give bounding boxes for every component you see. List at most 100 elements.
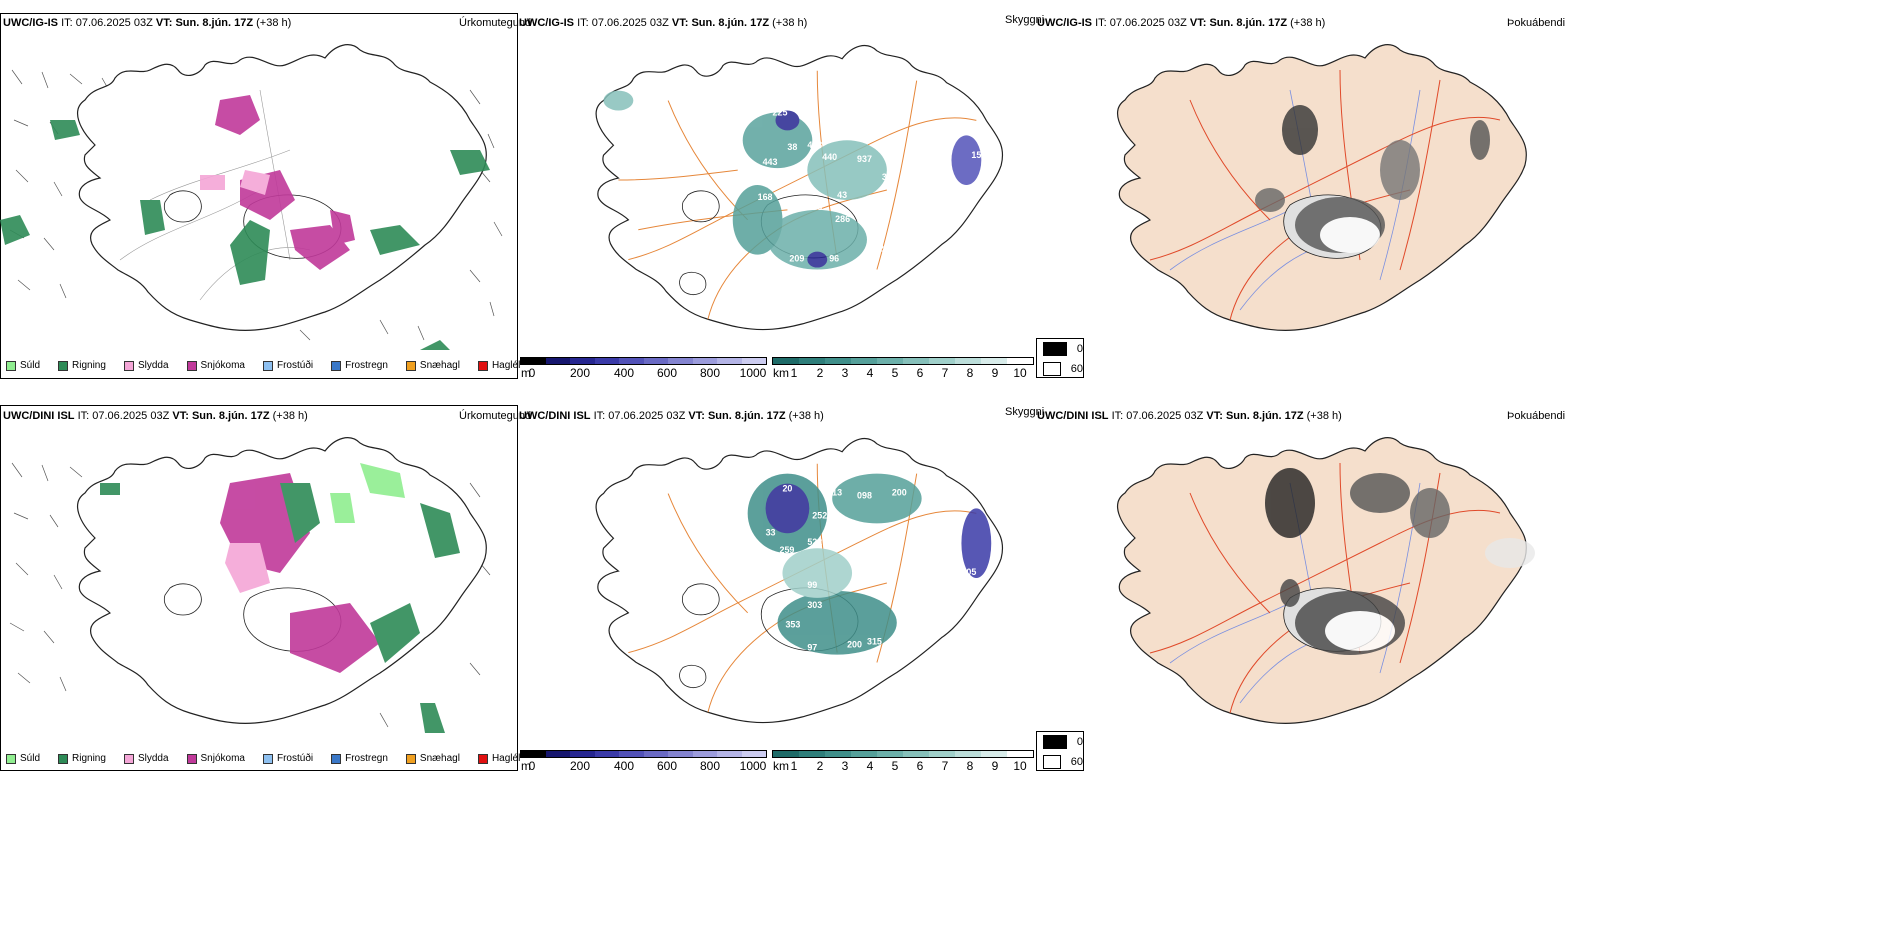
it-value: 07.06.2025 03Z <box>591 17 669 29</box>
precip-legend-bottom: Súld Rigning Slydda Snjókoma Frostúði Fr… <box>6 753 532 764</box>
vis-label: 168 <box>758 192 773 202</box>
colorbar-cells <box>772 357 1034 365</box>
vis-label: 252 <box>812 510 827 520</box>
colorbar-tick: 10 <box>1013 366 1027 380</box>
legend-label: Frostregn <box>345 753 388 764</box>
panel-header-top-2: UWC/IG-IS IT: 07.06.2025 03Z VT: Sun. 8.… <box>519 17 807 30</box>
legend-item: Frostúði <box>262 753 313 764</box>
legend-label: Frostúði <box>276 360 314 371</box>
legend-swatch <box>58 360 69 371</box>
model-name: UWC/IG-IS <box>519 17 574 29</box>
vis-label: 72 <box>852 565 862 575</box>
vis-label: 440 <box>822 152 837 162</box>
lead-time: (+38 h) <box>772 17 808 29</box>
it-label: IT: <box>593 410 606 422</box>
fog-map-top <box>1116 44 1527 331</box>
legend-swatch <box>477 753 488 764</box>
colorbar-unit: m <box>521 759 531 773</box>
legend-item: Slydda <box>123 753 169 764</box>
colorbar-tick: 3 <box>841 366 849 380</box>
colorbar-tick: 8 <box>966 759 974 773</box>
vt-value: Sun. 8.jún. 17Z <box>191 410 270 422</box>
vis-colorbar-km-top: km 1 2 3 4 5 6 7 8 9 10 <box>772 357 1034 380</box>
vt-label: VT: <box>671 17 689 29</box>
colorbar-tick: 8 <box>966 366 974 380</box>
vis-label: 99 <box>807 580 817 590</box>
vis-label: 286 <box>835 214 850 224</box>
colorbar-tick: 5 <box>891 759 899 773</box>
fog-legend-top: 0 60 <box>1036 338 1084 378</box>
colorbar-tick: 10 <box>1013 759 1027 773</box>
legend-label: Slydda <box>137 753 169 764</box>
panel-title-precip-bottom: Úrkomutegund <box>459 410 532 422</box>
colorbar-tick: 7 <box>941 366 949 380</box>
panel-header-bottom-3: UWC/DINI ISL IT: 07.06.2025 03Z VT: Sun.… <box>1037 410 1342 423</box>
vis-label: 152 <box>971 150 986 160</box>
legend-item: Haglél <box>477 753 520 764</box>
vis-label: 73 <box>812 202 822 212</box>
vis-label: 78 <box>743 313 753 323</box>
vis-label: 443 <box>763 157 778 167</box>
legend-swatch <box>1043 362 1061 376</box>
precip-type-map-top <box>0 44 503 350</box>
legend-item: Snæhagl <box>405 753 460 764</box>
vis-label: 88 <box>922 484 932 494</box>
legend-item: Snjókoma <box>186 360 245 371</box>
vt-label: VT: <box>1206 410 1223 422</box>
colorbar-unit: km <box>773 759 789 773</box>
lead-time: (+38 h) <box>1290 17 1326 29</box>
model-name: UWC/IG-IS <box>3 17 58 29</box>
legend-label: 0 <box>1076 736 1083 748</box>
legend-row: 60 <box>1037 359 1083 379</box>
colorbar-unit: km <box>773 366 789 380</box>
vis-label: 441 <box>935 523 950 533</box>
legend-swatch <box>1043 342 1067 356</box>
visibility-map-top: 225 38 418 443 440 937 344 168 73 43 286… <box>595 44 1004 331</box>
legend-label: Frostregn <box>345 360 388 371</box>
panel-header-top-3: UWC/IG-IS IT: 07.06.2025 03Z VT: Sun. 8.… <box>1037 17 1325 30</box>
vis-label: 152 <box>857 212 872 222</box>
it-value: 07.06.2025 03Z <box>1126 410 1204 422</box>
legend-label: Snjókoma <box>200 753 245 764</box>
lead-time: (+38 h) <box>1306 410 1342 422</box>
legend-label: Snjókoma <box>200 360 245 371</box>
legend-swatch <box>1043 735 1067 749</box>
it-value: 07.06.2025 03Z <box>75 17 153 29</box>
vt-value: Sun. 8.jún. 17Z <box>1209 17 1288 29</box>
colorbar-tick: 200 <box>569 759 591 773</box>
legend-item: Frostregn <box>331 360 388 371</box>
vis-label: 303 <box>807 600 822 610</box>
it-label: IT: <box>1111 410 1124 422</box>
colorbar-tick: 1000 <box>739 759 767 773</box>
colorbar-tick: 1000 <box>739 366 767 380</box>
legend-swatch <box>123 360 134 371</box>
legend-swatch <box>123 753 134 764</box>
model-name: UWC/DINI ISL <box>519 410 591 422</box>
legend-swatch <box>262 360 273 371</box>
vis-label: 204 <box>879 244 894 254</box>
colorbar-cells <box>520 750 767 758</box>
colorbar-tick: 5 <box>891 366 899 380</box>
legend-label: 60 <box>1070 363 1083 375</box>
colorbar-unit: m <box>521 366 531 380</box>
legend-swatch <box>331 753 342 764</box>
colorbar-tick: 6 <box>916 759 924 773</box>
vt-label: VT: <box>155 17 173 29</box>
colorbar-tick: 1 <box>790 759 798 773</box>
vt-label: VT: <box>1189 17 1207 29</box>
vis-label: 322 <box>847 662 862 672</box>
legend-swatch <box>331 360 342 371</box>
legend-item: Súld <box>6 360 40 371</box>
model-name: UWC/DINI ISL <box>1037 410 1109 422</box>
panel-title-precip-top: Úrkomutegund <box>459 17 532 29</box>
legend-label: Súld <box>20 753 41 764</box>
fog-legend-bottom: 0 60 <box>1036 731 1084 771</box>
it-value: 07.06.2025 03Z <box>1109 17 1187 29</box>
legend-swatch <box>6 753 16 764</box>
legend-label: Snæhagl <box>419 360 460 371</box>
legend-item: Snjókoma <box>186 753 245 764</box>
colorbar-tick: 0 <box>528 759 536 773</box>
vis-label: 344 <box>882 172 897 182</box>
it-value: 07.06.2025 03Z <box>92 410 170 422</box>
vis-label: 353 <box>785 620 800 630</box>
